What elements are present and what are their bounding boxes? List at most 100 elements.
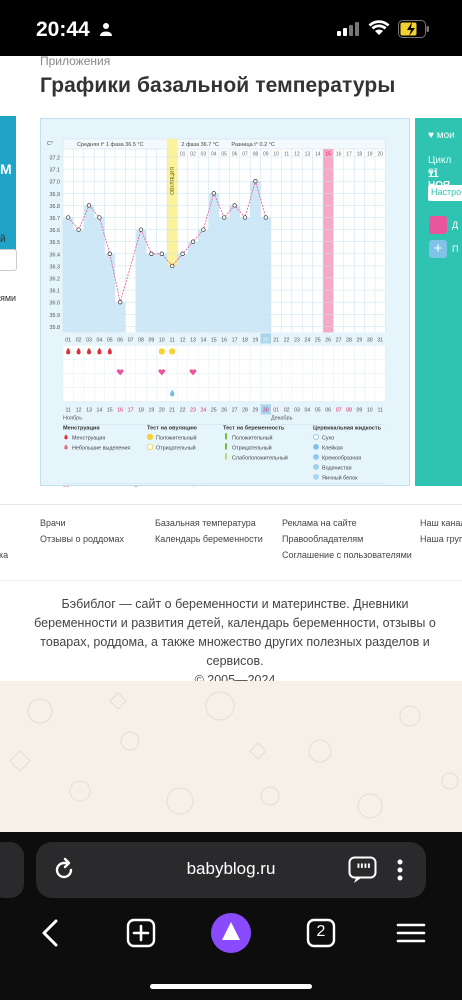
add-entry-icon[interactable] — [429, 216, 447, 234]
right-link-2[interactable]: П — [452, 244, 459, 254]
y-tick-label: 37.2 — [50, 156, 61, 162]
footer-link[interactable]: Соглашение с пользователями — [282, 550, 412, 560]
footer-link[interactable]: Базальная температура — [155, 518, 256, 528]
footer-link[interactable]: Правообладателям — [282, 534, 364, 544]
temperature-point — [242, 215, 248, 220]
left-stub-input[interactable] — [0, 249, 17, 271]
temperature-bar — [135, 229, 147, 333]
y-tick-label: 37.0 — [50, 180, 61, 186]
right-panel-title[interactable]: ♥ мои — [428, 130, 455, 141]
temperature-point — [107, 251, 112, 256]
today-date-marker — [260, 404, 271, 415]
cycle-day-label: 17 — [232, 337, 238, 343]
phase2-average: 2 фаза 36.7 °С — [181, 142, 219, 148]
legend-marker — [313, 454, 319, 460]
decorative-pattern — [0, 681, 462, 832]
legend-item: Отрицательный — [156, 444, 196, 451]
legend-item: Водянистая — [322, 465, 352, 471]
legend-item: Кремообразная — [322, 455, 361, 461]
cycle-day-label: 07 — [128, 337, 134, 343]
y-tick-label: 37.1 — [50, 168, 61, 174]
temperature-point — [211, 191, 216, 196]
tabs-count: 2 — [316, 923, 326, 940]
temperature-point — [232, 203, 237, 208]
quote-icon[interactable]: " " — [348, 856, 378, 889]
legend-item: Слабоположительный — [232, 454, 288, 461]
footer-link[interactable]: ака — [0, 550, 9, 560]
calendar-date-label: 19 — [149, 407, 155, 413]
calendar-date-label: 27 — [232, 407, 238, 413]
legend-marker — [64, 444, 68, 450]
y-tick-label: 36.9 — [50, 192, 61, 198]
cycle-day-label: 30 — [367, 337, 373, 343]
legend-item: Положительный — [156, 434, 197, 441]
previous-tab-stub[interactable] — [0, 842, 24, 898]
legend-marker — [225, 453, 227, 460]
wifi-icon — [368, 20, 390, 41]
temperature-bar — [63, 217, 74, 333]
legend-marker — [313, 444, 319, 450]
breadcrumb[interactable]: Приложения — [40, 56, 111, 68]
hamburger-menu-icon[interactable] — [396, 918, 426, 953]
y-tick-label: 36.6 — [50, 228, 61, 234]
top-day-label: 20 — [377, 152, 383, 158]
y-tick-label: 36.4 — [50, 252, 61, 258]
address-bar[interactable]: babyblog.ru " " — [36, 842, 426, 898]
temperature-point — [86, 203, 92, 208]
cycle-day-label: 01 — [65, 337, 71, 343]
settings-button[interactable]: Настро — [428, 185, 462, 201]
y-tick-label: 36.2 — [50, 277, 61, 283]
footer-link[interactable]: Реклама на сайте — [282, 518, 357, 528]
legend-marker — [146, 433, 154, 441]
tabs-icon[interactable]: 2 — [306, 918, 336, 953]
cycle-day-label: 27 — [336, 337, 342, 343]
footer-link[interactable]: Врачи — [40, 518, 66, 528]
top-day-label: 04 — [211, 152, 217, 158]
bbt-chart[interactable]: 37.2 37.1 37.0 36.9 36.8 36.7 36.6 36.5 36.4 36.3… — [40, 118, 410, 487]
web-page: Приложения Графики базальной температуры… — [0, 56, 462, 832]
footer-link[interactable]: Календарь беременности — [155, 534, 263, 544]
month-label: Ноябрь — [63, 415, 82, 421]
cycle-day-label: 11 — [170, 337, 175, 343]
footer-col-3: Реклама на сайте Правообладателям Соглаш… — [282, 518, 412, 566]
legend-marker — [313, 434, 319, 440]
cycle-day-label: 14 — [201, 337, 207, 343]
top-day-label: 10 — [273, 152, 279, 158]
page-title: Графики базальной температуры — [40, 74, 396, 97]
calendar-date-label: 30 — [263, 407, 269, 413]
cycle-day-label: 24 — [305, 337, 311, 343]
plus-icon[interactable]: + — [429, 240, 447, 258]
footer-link[interactable]: Отзывы о роддомах — [40, 534, 124, 544]
left-banner[interactable]: М — [0, 116, 16, 266]
calendar-date-label: 16 — [117, 407, 123, 413]
calendar-date-label: 17 — [128, 407, 134, 413]
reload-icon[interactable] — [51, 857, 77, 888]
legend-marker — [313, 474, 319, 480]
status-time: 20:44 — [36, 18, 90, 41]
legend-item: Половой акт — [72, 486, 104, 487]
site-about: Бэбиблог — сайт о беременности и материн… — [20, 595, 450, 690]
temperature-point — [253, 179, 258, 184]
back-icon[interactable] — [40, 918, 60, 953]
top-day-label: 06 — [232, 152, 238, 158]
top-day-label: 05 — [221, 152, 227, 158]
right-link-1[interactable]: Д — [452, 220, 459, 230]
footer-link[interactable]: Наша групп — [420, 534, 462, 544]
highlight-column — [323, 149, 334, 333]
footer-link[interactable]: Наш канал в — [420, 518, 462, 528]
menstruation-drop — [66, 347, 71, 355]
left-stub-text: й — [0, 234, 6, 245]
calendar-date-label: 06 — [325, 407, 331, 413]
new-tab-icon[interactable] — [126, 918, 156, 953]
temperature-bar — [187, 241, 199, 333]
left-banner-letter: М — [0, 161, 12, 177]
temperature-point — [222, 215, 227, 220]
temperature-point — [97, 215, 102, 220]
y-tick-label: 36.7 — [50, 216, 61, 222]
alice-assistant-icon[interactable] — [210, 912, 252, 959]
legend-item: Клейкая — [322, 444, 343, 451]
temperature-point — [118, 300, 123, 305]
menu-dots-icon[interactable] — [396, 858, 404, 887]
browser-chrome: babyblog.ru " " 2 — [0, 832, 462, 1000]
legend-item: Менструация — [72, 435, 105, 441]
